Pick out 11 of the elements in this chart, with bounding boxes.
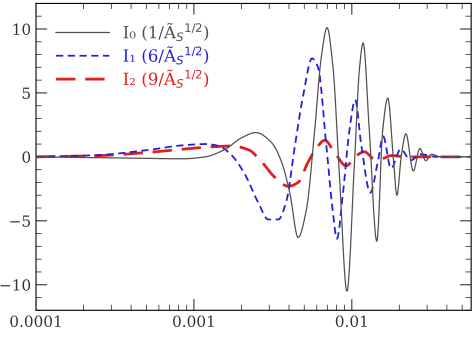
x-tick-label: 0.001: [173, 315, 214, 327]
y-tick-label: 5: [22, 88, 30, 99]
legend-label: I₂ (9/Ã$_{S}$$^{1/2}$): [124, 70, 208, 88]
y-tick-label: −5: [10, 215, 30, 227]
y-tick-label: 10: [14, 23, 30, 36]
y-tick-label: −10: [0, 279, 30, 291]
legend-label: I₁ (6/Ã$_{S}$$^{1/2}$): [124, 46, 208, 64]
y-tick-label: 0: [22, 151, 30, 163]
x-tick-label: 0.0001: [10, 315, 61, 327]
x-tick-label: 0.01: [336, 315, 367, 327]
legend-label: I₀ (1/Ã$_{S}$$^{1/2}$): [124, 22, 208, 42]
